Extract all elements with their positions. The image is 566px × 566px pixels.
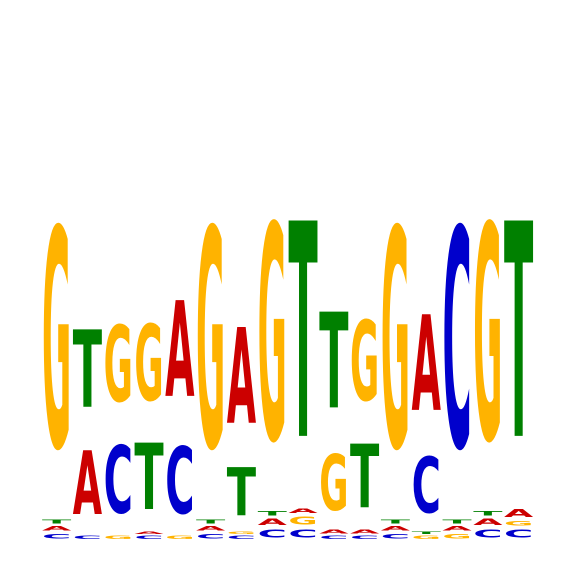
- letter-G-col6-4: G: [196, 167, 225, 518]
- letter-G-col8-4: G: [258, 165, 287, 509]
- letter-T-col15-3: T: [473, 509, 502, 517]
- letter-T-col1-3: T: [42, 519, 71, 525]
- letter-G-col11-4: G: [350, 299, 379, 427]
- letter-G-col15-4: G: [473, 165, 502, 509]
- letter-C-col6-1: C: [196, 532, 225, 540]
- letter-T-col14-3: T: [442, 519, 471, 525]
- letter-G-col16-2: G: [504, 520, 533, 528]
- letter-C-col13-3: C: [412, 442, 441, 531]
- letter-T-col9-4: T: [288, 162, 317, 506]
- letter-A-col7-4: A: [227, 300, 256, 454]
- letter-A-col2-2: A: [73, 432, 102, 535]
- letter-G-col12-4: G: [381, 167, 410, 518]
- letter-C-col2-1: C: [73, 535, 102, 540]
- letter-C-col3-2: C: [104, 427, 133, 535]
- letter-T-col16-4: T: [504, 162, 533, 506]
- letter-C-col7-1: C: [227, 535, 256, 540]
- letter-C-col5-2: C: [165, 427, 194, 535]
- letter-T-col6-3: T: [196, 519, 225, 525]
- letter-A-col16-3: A: [504, 507, 534, 520]
- letter-C-col11-1: C: [350, 535, 379, 540]
- letter-C-col14-4: C: [442, 167, 471, 517]
- letter-C-col1-1: C: [42, 532, 71, 540]
- letter-A-col11-2: A: [350, 529, 379, 535]
- logo-column-3: GCG: [104, 306, 133, 540]
- letter-T-col13-2: T: [412, 531, 442, 535]
- letter-A-col4-2: A: [134, 531, 164, 535]
- letter-A-col6-2: A: [196, 525, 225, 532]
- letter-C-col12-1: C: [381, 532, 410, 540]
- letter-G-col10-3: G: [319, 441, 348, 529]
- letter-A-col1-2: A: [42, 525, 71, 532]
- letter-T-col12-3: T: [381, 519, 410, 525]
- letter-G-col1-4: G: [42, 167, 71, 518]
- letter-G-col14-1: G: [442, 533, 471, 541]
- letter-T-col7-3: T: [227, 456, 256, 532]
- letter-A-col15-2: A: [473, 517, 503, 527]
- logo-column-2: CAT: [73, 310, 102, 540]
- letter-C-col16-1: C: [504, 527, 533, 540]
- letter-A-col8-2: A: [258, 517, 288, 527]
- letter-G-col13-1: G: [412, 535, 441, 540]
- letter-G-col5-1: G: [165, 535, 194, 540]
- letter-A-col10-2: A: [319, 529, 348, 535]
- letter-C-col15-1: C: [473, 527, 502, 540]
- letter-T-col11-3: T: [350, 427, 379, 529]
- letter-G-col3-3: G: [104, 306, 133, 426]
- letter-G-col4-4: G: [134, 305, 163, 425]
- logo-stacks: CATGCATGCGCATGGCACATGCGTACATGCGATCAGTCAT…: [42, 162, 534, 541]
- letter-C-col10-1: C: [319, 535, 348, 540]
- letter-G-col3-1: G: [104, 535, 133, 540]
- letter-A-col13-4: A: [412, 288, 441, 442]
- letter-A-col9-3: A: [288, 507, 317, 514]
- letter-T-col2-3: T: [73, 310, 102, 433]
- letter-C-col4-1: C: [134, 535, 163, 540]
- letter-A-col12-2: A: [381, 525, 410, 532]
- letter-T-col10-4: T: [319, 286, 348, 439]
- letter-C-col8-1: C: [258, 527, 287, 540]
- letter-T-col4-3: T: [134, 425, 164, 531]
- letter-A-col5-3: A: [165, 274, 194, 428]
- letter-T-col8-3: T: [258, 509, 287, 517]
- letter-G-col9-2: G: [288, 515, 317, 527]
- letter-G-col7-2: G: [227, 531, 256, 535]
- letter-A-col14-2: A: [442, 525, 471, 532]
- logo-column-5: GCA: [165, 274, 194, 540]
- letter-C-col9-1: C: [288, 527, 317, 540]
